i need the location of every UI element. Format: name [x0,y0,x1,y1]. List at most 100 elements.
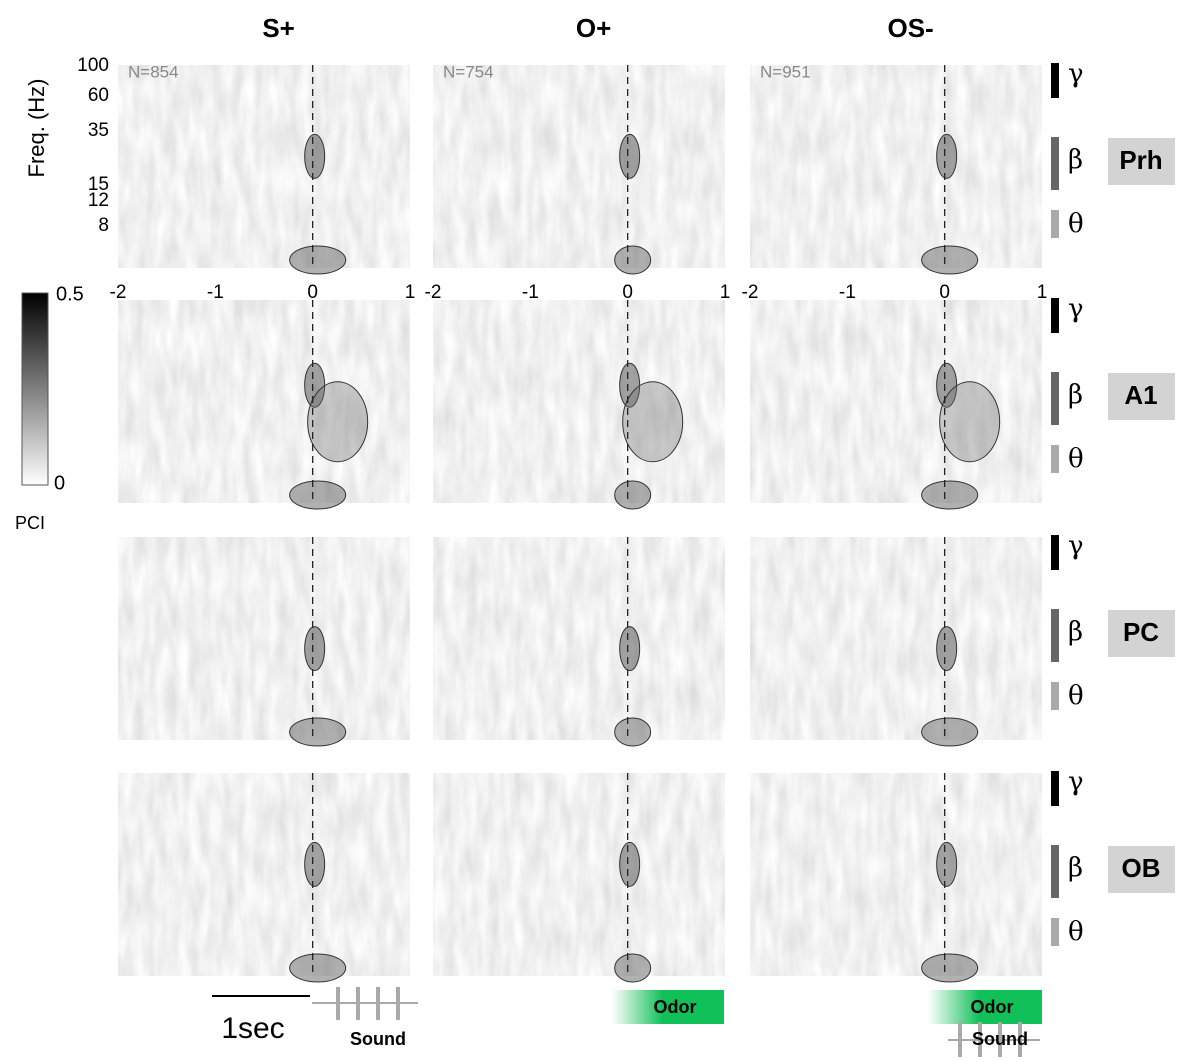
x-tick-label: 1 [1037,282,1048,303]
colorbar [21,292,49,486]
band-label: θ [1068,681,1084,711]
band-label: β [1068,617,1083,647]
contour [921,717,979,747]
contour [921,953,979,983]
contour [304,133,326,179]
x-tick-label: -2 [742,282,759,303]
band-label: γ [1068,767,1084,797]
x-tick-label: 0 [939,282,950,303]
n-label: N=951 [760,62,811,81]
contour [614,953,652,983]
x-tick-label: 1 [720,282,731,303]
band-label: β [1068,380,1083,410]
y-tick-label: 12 [88,190,109,211]
beta-bar [1051,372,1059,425]
x-tick-label: 0 [307,282,318,303]
beta-bar [1051,137,1059,190]
gamma-bar [1051,298,1059,333]
n-label: N=754 [443,62,494,81]
contour [936,626,958,672]
theta-bar [1051,918,1059,946]
heatmap [433,300,725,503]
band-label: θ [1068,209,1084,239]
band-label: θ [1068,917,1084,947]
contour [622,381,684,463]
heatmap [750,773,1042,976]
odor-box [612,990,724,1024]
contour [289,717,347,747]
sound-label: Sound [972,1029,1028,1049]
sound-label: Sound [350,1029,406,1049]
row-label: OB [1122,853,1161,883]
theta-bar [1051,445,1059,473]
heatmap [433,773,725,976]
contour [921,480,979,510]
heatmap [118,773,410,976]
scale-bar-label: 1sec [221,1012,284,1045]
x-tick-label: -1 [839,282,856,303]
y-axis-title: Freq. (Hz) [24,79,49,178]
band-label: θ [1068,444,1084,474]
column-title: O+ [576,13,611,43]
x-tick-label: -2 [110,282,127,303]
heatmap [750,300,1042,503]
contour [614,717,652,747]
heatmap [750,537,1042,740]
contour [619,133,641,179]
odor-label: Odor [654,997,697,1017]
y-tick-label: 35 [88,120,109,141]
contour [614,480,652,510]
column-title: S+ [262,13,295,43]
odor-box [928,990,1042,1024]
theta-bar [1051,210,1059,238]
band-label: γ [1068,531,1084,561]
contour [936,133,958,179]
band-label: γ [1068,294,1084,324]
contour [304,626,326,672]
x-tick-label: -1 [207,282,224,303]
sound-icon [948,1022,1040,1057]
heatmap [118,65,410,268]
heatmap [750,65,1042,268]
odor-label: Odor [971,997,1014,1017]
row-label-box [1108,846,1175,893]
x-tick-label: 1 [405,282,416,303]
row-label: A1 [1124,380,1157,410]
beta-bar [1051,845,1059,898]
x-tick-label: -1 [522,282,539,303]
heatmap [118,300,410,503]
row-label-box [1108,610,1175,657]
contour [289,953,347,983]
x-tick-label: 0 [622,282,633,303]
colorbar-max: 0.5 [56,283,84,305]
n-label: N=854 [128,62,179,81]
contour [939,381,1001,463]
contour [619,626,641,672]
column-title: OS- [887,13,933,43]
contour [936,841,958,887]
y-tick-label: 8 [98,215,109,236]
contour [289,480,347,510]
contour [307,381,369,463]
gamma-bar [1051,63,1059,98]
gamma-bar [1051,535,1059,570]
y-tick-label: 60 [88,85,109,106]
x-tick-label: -2 [425,282,442,303]
contour [304,841,326,887]
beta-bar [1051,609,1059,662]
contour [921,245,979,275]
row-label: PC [1123,617,1159,647]
colorbar-min: 0 [54,472,65,494]
band-label: β [1068,145,1083,175]
gamma-bar [1051,771,1059,806]
sound-icon [312,987,418,1020]
colorbar-label: PCI [15,513,45,533]
contour [614,245,652,275]
row-label: Prh [1119,145,1162,175]
band-label: β [1068,853,1083,883]
theta-bar [1051,682,1059,710]
row-label-box [1108,138,1175,185]
heatmap [118,537,410,740]
